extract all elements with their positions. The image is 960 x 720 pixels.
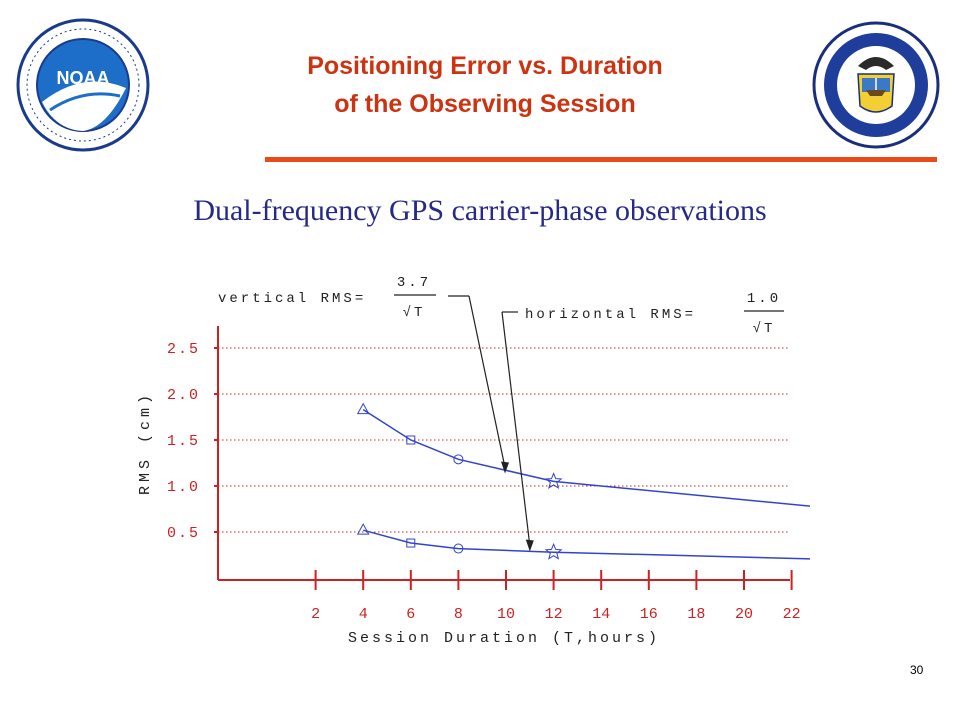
star-marker: [544, 542, 563, 560]
horizontal-rms-arrowhead: [525, 539, 534, 552]
x-tick-label: 22: [783, 606, 801, 623]
rms-chart: 0.51.01.52.02.524681012141618202224Sessi…: [72, 250, 810, 662]
horizontal-rms-label: horizontal RMS=: [525, 307, 696, 323]
x-tick-label: 16: [640, 606, 658, 623]
slide-subtitle: Dual-frequency GPS carrier-phase observa…: [193, 194, 767, 227]
noaa-logo-text: NOAA: [57, 68, 110, 88]
noaa-logo-icon: NOAA: [16, 18, 150, 152]
x-tick-label: 6: [406, 606, 415, 623]
header-divider: [265, 157, 937, 162]
horizontal-rms-denominator: √T: [753, 321, 776, 337]
slide-title-line2: of the Observing Session: [334, 90, 636, 118]
x-axis-title: Session Duration (T,hours): [348, 630, 660, 647]
chart-background: [72, 250, 810, 662]
y-tick-label: 2.0: [167, 387, 200, 404]
triangle-marker: [356, 402, 370, 415]
y-tick-label: 2.5: [167, 341, 200, 358]
triangle-marker: [356, 523, 370, 535]
circle-marker: [453, 543, 464, 554]
y-axis-title: RMS (cm): [137, 391, 154, 495]
vertical-rms-arrow: [468, 295, 506, 468]
department-of-commerce-seal-icon: [812, 18, 940, 152]
y-tick-label: 1.0: [167, 479, 200, 496]
y-tick-label: 0.5: [167, 525, 200, 542]
x-tick-label: 20: [735, 606, 753, 623]
horizontal-rms-line: [363, 529, 810, 560]
y-tick-label: 1.5: [167, 433, 200, 450]
chart-svg: 0.51.01.52.02.524681012141618202224Sessi…: [72, 250, 810, 662]
horizontal-rms-arrow: [501, 311, 531, 546]
circle-marker: [453, 454, 464, 465]
x-tick-label: 2: [311, 606, 320, 623]
square-marker: [406, 435, 416, 445]
square-marker: [406, 538, 416, 548]
vertical-rms-arrowhead: [501, 461, 509, 474]
x-tick-label: 18: [687, 606, 705, 623]
x-tick-label: 8: [454, 606, 463, 623]
x-tick-label: 14: [592, 606, 610, 623]
slide-title-line1: Positioning Error vs. Duration: [307, 52, 663, 80]
vertical-rms-numerator: 3.7: [397, 275, 431, 291]
vertical-rms-label: vertical RMS=: [218, 291, 366, 307]
vertical-rms-denominator: √T: [403, 305, 426, 321]
x-tick-label: 12: [545, 606, 563, 623]
x-tick-label: 10: [497, 606, 515, 623]
horizontal-rms-numerator: 1.0: [747, 291, 781, 307]
page-number: 30: [910, 663, 924, 677]
vertical-rms-line: [362, 408, 810, 507]
slide-title: Positioning Error vs. Duration of the Ob…: [170, 47, 800, 123]
x-tick-label: 4: [359, 606, 368, 623]
star-marker: [544, 472, 563, 490]
